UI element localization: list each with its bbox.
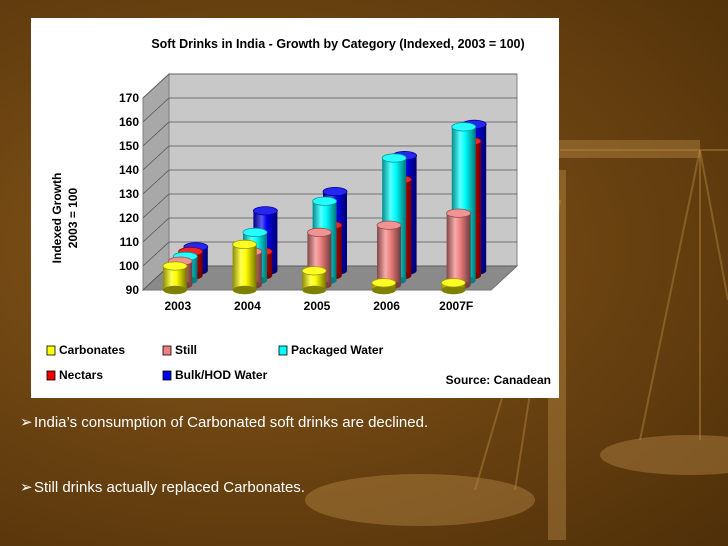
legend-swatch (162, 370, 172, 381)
legend-label: Packaged Water (291, 343, 384, 357)
chart: Soft Drinks in India - Growth by Categor… (46, 37, 551, 387)
y-tick-label: 150 (119, 139, 139, 153)
y-tick-label: 170 (119, 91, 139, 105)
gridline (142, 121, 517, 147)
legend-label: Still (175, 343, 197, 357)
legend-swatch (46, 370, 56, 381)
bar-cylinder (376, 220, 402, 290)
y-tick-label: 90 (126, 283, 140, 297)
legend-swatch (46, 345, 56, 356)
y-axis-label: Indexed Growth (50, 173, 64, 264)
chart-title: Soft Drinks in India - Growth by Categor… (151, 37, 524, 51)
legend-label: Bulk/HOD Water (175, 368, 268, 382)
gridline (142, 73, 517, 99)
bar-top (440, 278, 466, 288)
legend-swatch (278, 345, 288, 356)
bullet-item: ➢India’s consumption of Carbonated soft … (20, 413, 428, 431)
bar-top (306, 227, 332, 237)
bullet-text: Still drinks actually replaced Carbonate… (34, 479, 305, 496)
gridline (142, 97, 517, 123)
bar-top (451, 122, 477, 132)
bar-body (446, 213, 471, 286)
arrow-bullet-icon: ➢ (20, 479, 33, 496)
y-tick-label: 120 (119, 211, 139, 225)
bar-top (371, 278, 397, 288)
bar-cylinder (371, 278, 397, 295)
bar-top (242, 227, 268, 237)
y-tick-label: 110 (120, 235, 140, 249)
x-tick-label: 2006 (373, 299, 400, 313)
y-tick-label: 100 (119, 259, 139, 273)
x-tick-label: 2007F (439, 299, 473, 313)
bullet-item: ➢Still drinks actually replaced Carbonat… (20, 478, 305, 496)
bar-top (446, 208, 472, 218)
bar-top (252, 206, 278, 216)
source-note: Source: Canadean (446, 373, 551, 387)
bar-base (163, 285, 187, 295)
x-tick-label: 2003 (164, 299, 191, 313)
bar-top (376, 220, 402, 230)
bar-top (162, 261, 188, 271)
bar-cylinder (162, 261, 188, 295)
chart-panel: Soft Drinks in India - Growth by Categor… (31, 18, 559, 398)
bar-cylinder (440, 278, 466, 295)
bar-base (371, 285, 396, 295)
bar-body (232, 244, 257, 290)
bar-top (381, 153, 407, 163)
bar-cylinder (301, 266, 327, 295)
bar-top (322, 187, 348, 197)
bar-body (302, 270, 327, 290)
legend-label: Nectars (59, 368, 103, 382)
bar-top (232, 239, 258, 249)
bar-cylinder (446, 208, 472, 290)
arrow-bullet-icon: ➢ (20, 414, 33, 431)
bullet-text: India’s consumption of Carbonated soft d… (34, 414, 429, 431)
bar-body (377, 225, 401, 286)
y-tick-label: 160 (119, 115, 139, 129)
y-axis-sublabel: 2003 = 100 (66, 187, 80, 248)
bar-top (301, 266, 327, 276)
bar-top (312, 196, 338, 206)
gridline (142, 145, 517, 171)
y-tick-label: 140 (119, 163, 139, 177)
y-tick-label: 130 (119, 187, 139, 201)
bar-base (441, 285, 466, 295)
legend-label: Carbonates (59, 343, 125, 357)
bar-base (302, 285, 327, 295)
bar-cylinder (232, 239, 258, 295)
bar-base (232, 285, 257, 295)
x-tick-label: 2005 (304, 299, 331, 313)
bullet-list: ➢India’s consumption of Carbonated soft … (20, 410, 620, 510)
x-tick-label: 2004 (234, 299, 261, 313)
legend-swatch (162, 345, 172, 356)
